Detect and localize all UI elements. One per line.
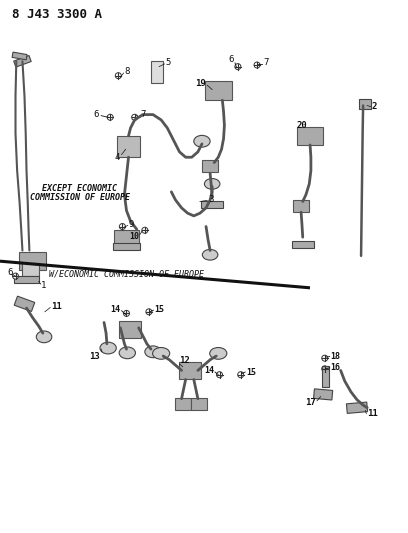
Text: 6: 6 — [93, 110, 99, 119]
Bar — [14, 296, 35, 311]
Text: 16: 16 — [330, 363, 341, 372]
Ellipse shape — [100, 342, 116, 354]
Text: 8 J43 3300 A: 8 J43 3300 A — [12, 8, 102, 21]
Text: 14: 14 — [110, 305, 120, 314]
Bar — [205, 82, 232, 100]
Ellipse shape — [202, 249, 218, 260]
Text: 15: 15 — [246, 368, 256, 376]
Text: 6: 6 — [228, 55, 233, 64]
Circle shape — [115, 72, 121, 79]
Text: 20: 20 — [296, 121, 307, 130]
Circle shape — [124, 310, 129, 317]
Bar — [314, 389, 333, 400]
Bar — [293, 200, 309, 212]
Text: COMMISSION OF EUROPE: COMMISSION OF EUROPE — [29, 193, 130, 202]
Text: 13: 13 — [89, 352, 100, 360]
Text: 5: 5 — [165, 59, 171, 67]
Text: 12: 12 — [179, 357, 189, 365]
Text: 14: 14 — [204, 367, 214, 375]
Bar — [297, 126, 323, 145]
Ellipse shape — [119, 347, 135, 359]
Text: 7: 7 — [263, 59, 268, 67]
Circle shape — [132, 114, 137, 120]
Text: 17: 17 — [306, 398, 316, 407]
Text: 19: 19 — [195, 79, 206, 88]
Text: EXCEPT ECONOMIC: EXCEPT ECONOMIC — [42, 184, 117, 193]
Bar — [179, 362, 201, 379]
Bar — [113, 244, 140, 251]
Text: 4: 4 — [115, 153, 120, 161]
Ellipse shape — [145, 346, 161, 358]
Bar — [191, 398, 207, 410]
Text: W/ECONOMIC COMMISSION OF EUROPE: W/ECONOMIC COMMISSION OF EUROPE — [49, 269, 204, 278]
Bar — [151, 61, 163, 83]
Circle shape — [322, 366, 328, 372]
Bar — [201, 201, 224, 207]
Bar — [114, 230, 139, 245]
Bar — [291, 241, 314, 247]
Bar — [359, 99, 371, 109]
Text: 1: 1 — [41, 281, 46, 289]
Circle shape — [107, 114, 113, 120]
Ellipse shape — [36, 331, 52, 343]
Bar — [118, 321, 141, 338]
Text: 11: 11 — [51, 302, 62, 311]
Text: 8: 8 — [124, 68, 130, 76]
Text: 7: 7 — [141, 110, 146, 119]
Text: 3: 3 — [208, 196, 213, 204]
Bar — [14, 55, 31, 67]
Circle shape — [254, 62, 260, 68]
Text: 15: 15 — [154, 305, 164, 314]
Bar — [20, 252, 46, 271]
Circle shape — [217, 372, 222, 378]
Ellipse shape — [210, 348, 227, 359]
Circle shape — [120, 223, 125, 230]
Text: 18: 18 — [330, 352, 341, 360]
Text: 2: 2 — [371, 102, 377, 111]
Text: 10: 10 — [130, 232, 140, 240]
Bar — [118, 136, 140, 157]
Ellipse shape — [153, 348, 170, 359]
Circle shape — [142, 227, 148, 233]
Bar — [322, 366, 329, 387]
Bar — [14, 276, 39, 284]
Circle shape — [13, 273, 18, 279]
Bar — [175, 398, 191, 410]
Ellipse shape — [194, 135, 210, 147]
Bar — [202, 160, 218, 172]
Bar — [12, 52, 27, 60]
Text: 9: 9 — [129, 221, 134, 229]
Circle shape — [235, 63, 241, 70]
Circle shape — [322, 355, 328, 361]
Bar — [346, 402, 368, 414]
Text: 6: 6 — [7, 269, 13, 277]
Circle shape — [238, 372, 244, 378]
Ellipse shape — [204, 179, 220, 189]
Circle shape — [146, 309, 152, 315]
Text: 11: 11 — [367, 409, 378, 417]
Bar — [22, 263, 39, 276]
